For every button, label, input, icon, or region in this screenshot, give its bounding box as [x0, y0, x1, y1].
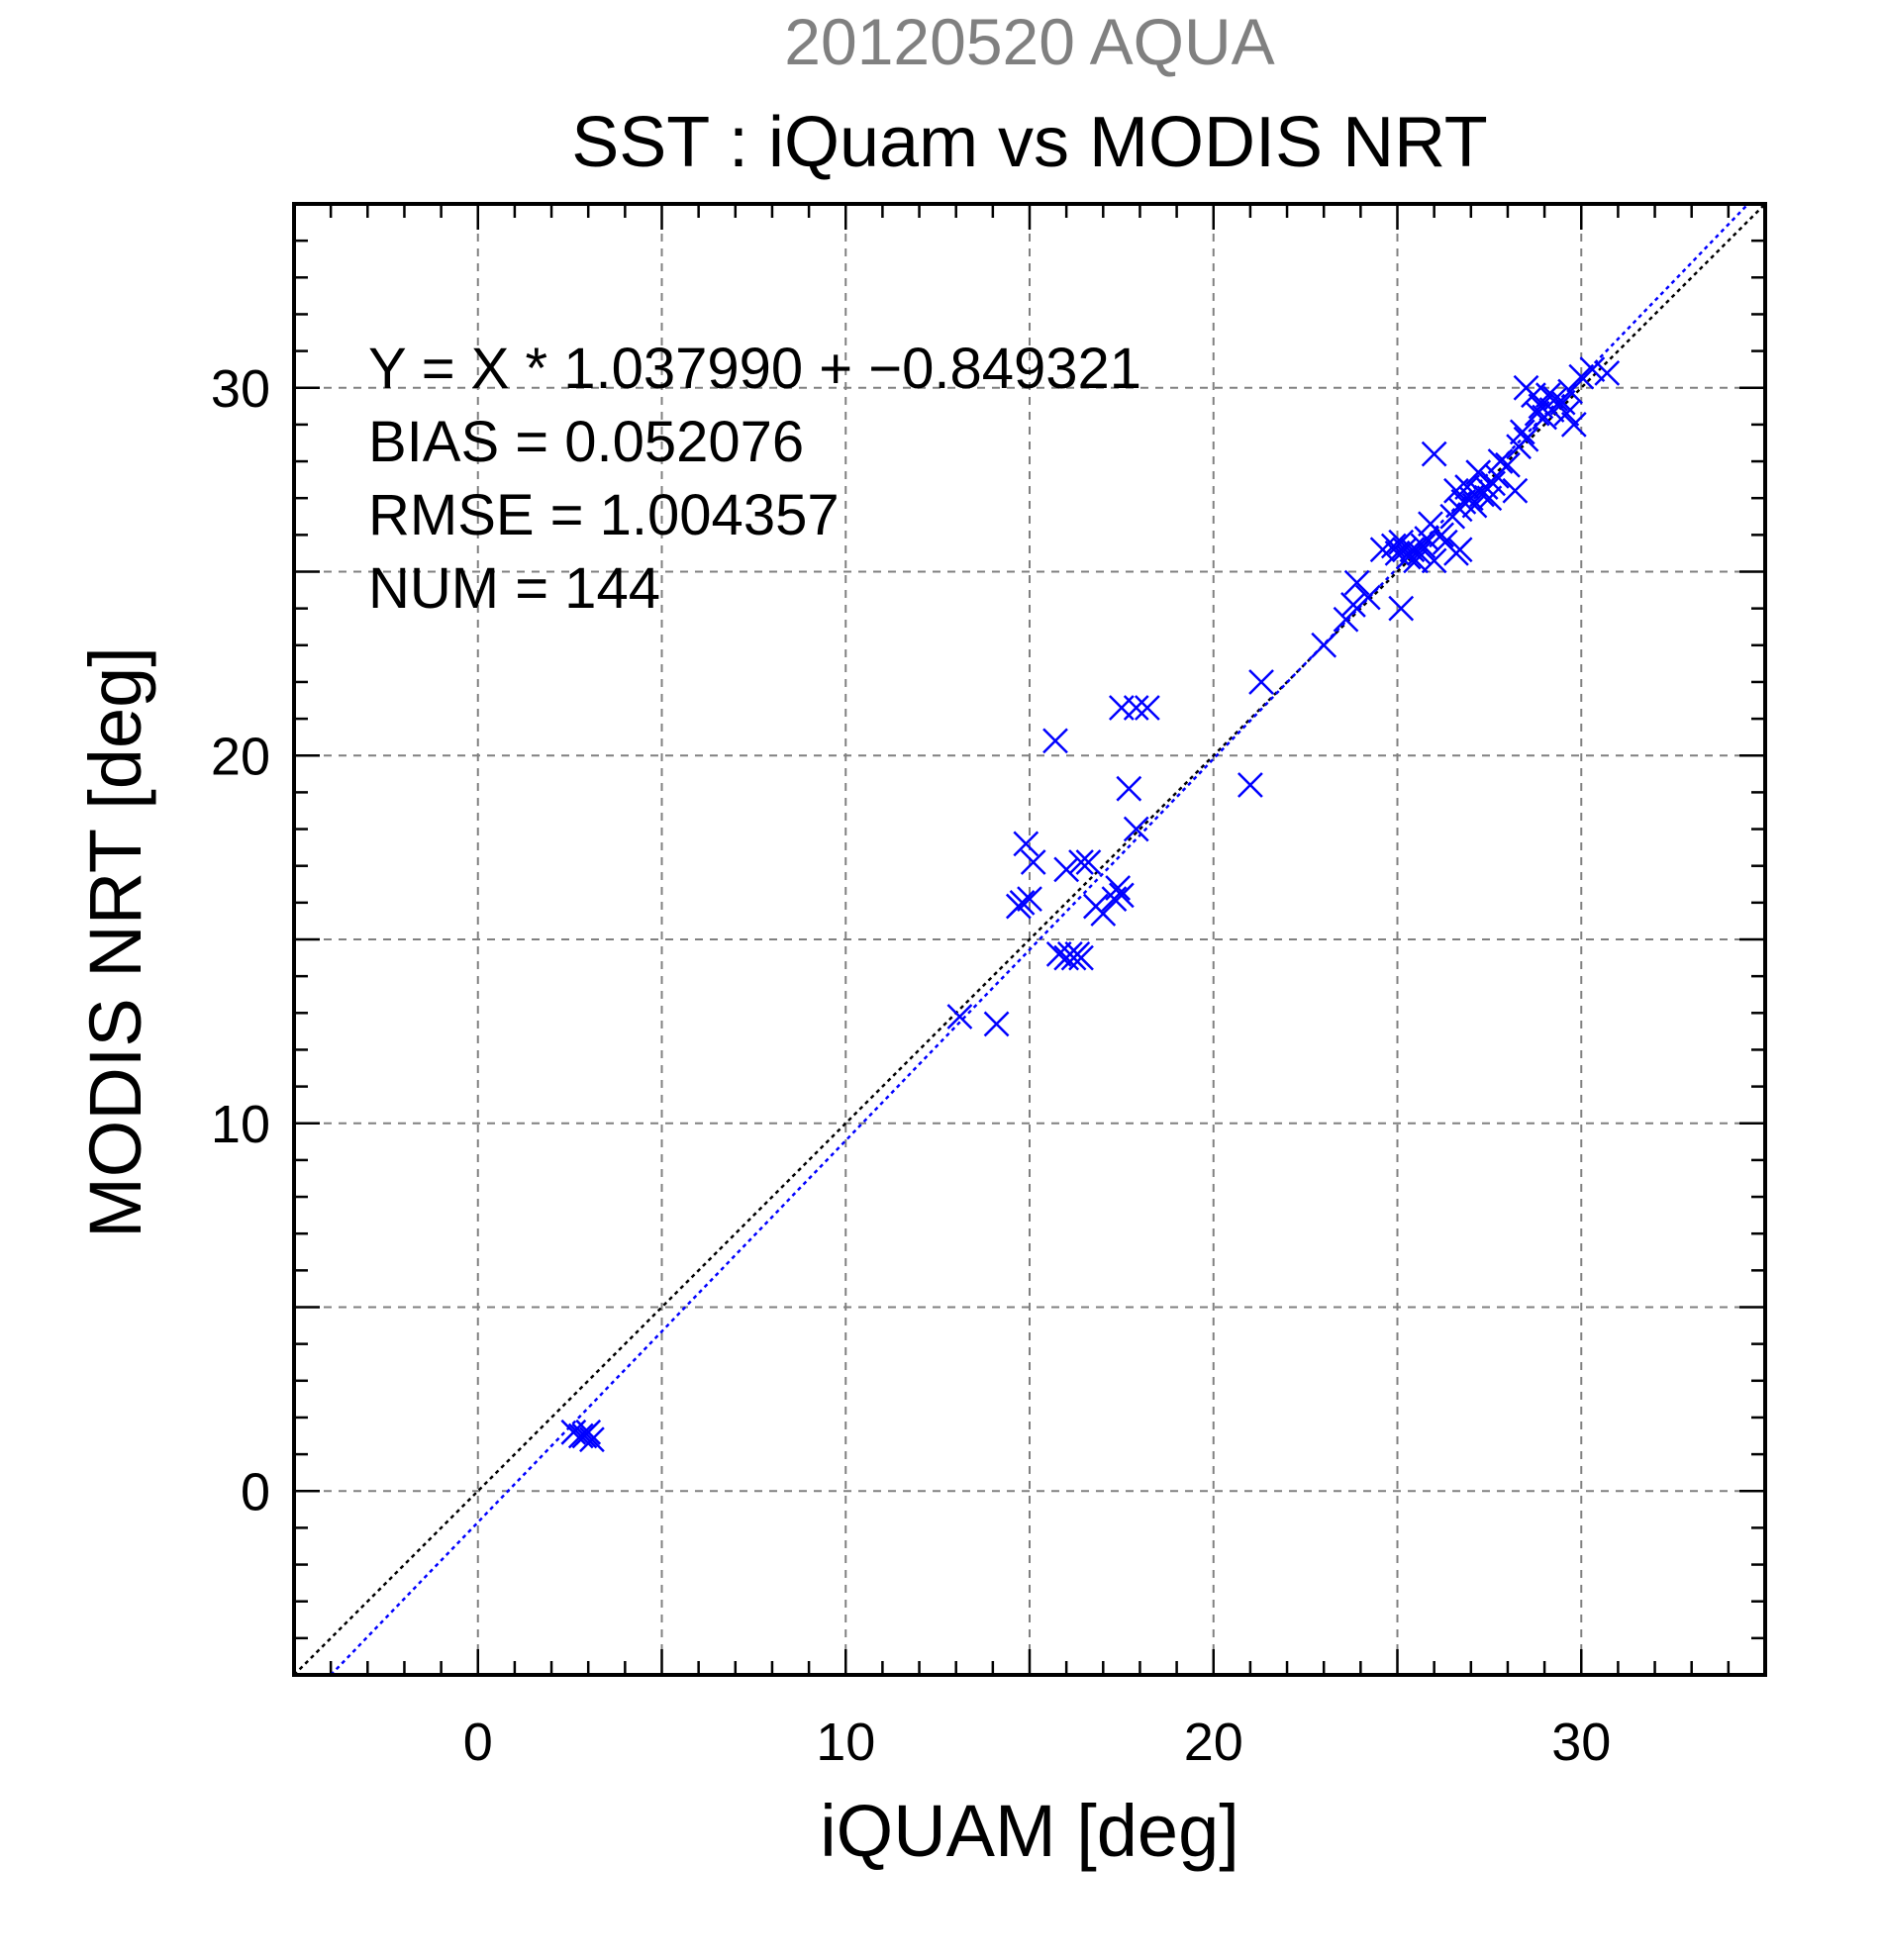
data-point [571, 1422, 598, 1449]
data-point [1495, 451, 1521, 478]
data-points [560, 356, 1621, 1453]
data-point [1553, 400, 1580, 427]
data-point [1343, 569, 1370, 596]
x-tick-label: 20 [1184, 1713, 1243, 1772]
data-point [1461, 492, 1488, 519]
data-point [983, 1011, 1010, 1037]
rmse-stat: RMSE = 1.004357 [368, 483, 840, 547]
data-point [1123, 816, 1149, 842]
data-point [1105, 875, 1132, 901]
data-point [1116, 775, 1142, 802]
data-point [1123, 695, 1149, 721]
data-point [1410, 533, 1436, 559]
data-point [1045, 940, 1072, 967]
data-point [1333, 606, 1359, 633]
tick-labels: 0 10 20 30 0 10 20 30 [211, 359, 1611, 1772]
chart-date-title: 20120520 AQUA [784, 5, 1274, 78]
data-point [1480, 470, 1506, 497]
data-point [1421, 547, 1447, 574]
data-point [1354, 584, 1381, 611]
data-point [1042, 728, 1068, 754]
data-point [1579, 356, 1606, 383]
data-point [946, 1004, 973, 1029]
data-point [1509, 419, 1535, 445]
fit-equation: Y = X * 1.037990 + −0.849321 [368, 337, 1141, 401]
data-point [1005, 893, 1032, 920]
data-point [1403, 547, 1429, 574]
data-point [1421, 441, 1447, 467]
data-point [1476, 485, 1503, 512]
data-point [1446, 537, 1473, 563]
data-point [1524, 400, 1550, 427]
data-point [1557, 378, 1583, 405]
y-tick-label: 20 [211, 727, 270, 786]
y-tick-label: 0 [241, 1462, 270, 1521]
data-point [1108, 882, 1135, 909]
data-point [1502, 477, 1529, 504]
data-point [1134, 695, 1160, 721]
data-point [1568, 363, 1595, 390]
data-point [1013, 831, 1040, 857]
data-point [1068, 849, 1094, 875]
plot-frame [292, 202, 1767, 1677]
data-point [1248, 669, 1274, 695]
data-point [1406, 540, 1433, 566]
data-point [1388, 595, 1415, 622]
data-point [1053, 856, 1080, 883]
x-axis-label: iQUAM [deg] [820, 1790, 1239, 1872]
x-tick-label: 10 [816, 1713, 875, 1772]
data-point [1542, 386, 1569, 412]
data-point [579, 1426, 605, 1453]
x-tick-label: 30 [1551, 1713, 1611, 1772]
data-point [1075, 849, 1102, 875]
data-point [1388, 529, 1415, 555]
data-point [1429, 522, 1454, 548]
data-point [1017, 886, 1042, 913]
data-point [1238, 772, 1263, 798]
data-point [1560, 412, 1587, 438]
data-point [1068, 944, 1094, 971]
data-point [1108, 695, 1135, 721]
bias-stat: BIAS = 0.052076 [368, 410, 804, 474]
data-point [1311, 632, 1337, 658]
x-tick-label: 0 [463, 1713, 493, 1772]
num-stat: NUM = 144 [368, 556, 660, 621]
data-point [1594, 360, 1621, 386]
chart-title: SST : iQuam vs MODIS NRT [571, 103, 1488, 182]
data-point [1020, 849, 1046, 875]
y-axis-label: MODIS NRT [deg] [74, 646, 156, 1238]
data-point [1513, 426, 1539, 452]
y-tick-label: 10 [211, 1095, 270, 1154]
one-to-one-line [293, 203, 1766, 1676]
data-point [1340, 592, 1366, 618]
data-point [1487, 448, 1514, 474]
y-tick-label: 30 [211, 359, 270, 419]
